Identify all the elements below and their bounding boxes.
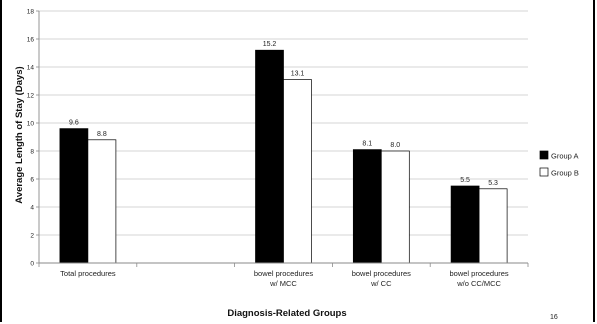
data-label: 13.1 [291,71,305,78]
x-tick-label: bowel procedures [254,269,313,278]
y-tick-label: 16 [27,37,35,44]
bars [59,49,508,264]
bar-group-b [283,79,312,264]
x-tick-label: w/ CC [370,279,392,288]
legend-label: Group A [551,152,579,161]
legend: Group A Group B [539,150,579,178]
bar-group-b [478,188,508,264]
legend-swatch [539,167,549,177]
bar-group-a [59,128,89,264]
bar-group-a [450,185,480,264]
bar-group-b [380,150,410,264]
y-tick-label: 6 [30,177,34,184]
data-label: 8.0 [390,142,400,149]
y-tick-label: 10 [27,121,35,128]
y-tick-labels: 0 2 4 6 8 10 12 14 16 18 [27,9,35,268]
data-label: 5.5 [460,177,470,184]
y-tick-label: 12 [27,93,35,100]
y-tick-label: 18 [27,9,35,16]
data-label: 5.3 [488,180,498,187]
bar-group-b [87,139,117,264]
x-tick-label: bowel procedures [352,269,411,278]
data-labels: 9.6 8.8 15.2 13.1 8.1 8.0 5.5 5.3 [69,41,498,187]
y-tick-label: 8 [30,149,34,156]
data-label: 8.8 [97,131,107,138]
legend-label: Group B [551,169,579,178]
y-tick-label: 14 [27,65,35,72]
bar-group-a [352,149,382,264]
data-label: 8.1 [362,141,372,148]
x-tick-label: Total procedures [60,269,116,278]
data-label: 15.2 [263,41,277,48]
bar-group-a [255,49,284,264]
y-tick-label: 0 [30,261,34,268]
y-axis-title: Average Length of Stay (Days) [14,66,25,203]
x-tick-label: w/ MCC [269,279,297,288]
x-tick-label: w/o CC/MCC [456,279,501,288]
legend-swatch [539,150,549,160]
axes [36,10,529,267]
x-tick-label: bowel procedures [449,269,508,278]
page-number: 16 [550,314,558,321]
y-tick-label: 4 [30,205,34,212]
y-tick-label: 2 [30,233,34,240]
data-label: 9.6 [69,120,79,127]
x-axis-title: Diagnosis-Related Groups [227,308,346,319]
